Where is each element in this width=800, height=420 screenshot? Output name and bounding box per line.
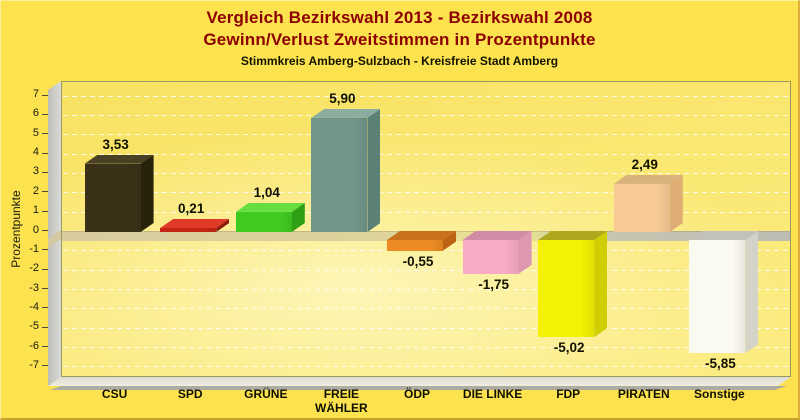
x-axis-label-PIRATEN: PIRATEN [617,387,670,401]
x-axis-label-FREIE WÄHLER: FREIE WÄHLER [315,387,368,415]
y-tick-mark [42,268,48,270]
y-tick-label: -5 [29,320,39,333]
bar-value-label: 5,90 [329,90,356,106]
y-tick-mark [42,307,48,309]
bar-value-label: -1,75 [478,276,509,292]
bar-DIE LINKE [462,240,519,274]
gridline [63,327,789,329]
y-tick-label: 5 [32,126,39,139]
y-tick-mark [42,94,48,96]
gridline [63,366,789,368]
y-tick-label: 3 [32,165,39,178]
chart-3d-floor-shadow [50,386,787,390]
y-tick-label: 6 [32,107,39,120]
x-axis-label-CSU: CSU [101,387,128,401]
y-tick-label: -2 [29,262,39,275]
chart-subtitle: Stimmkreis Amberg-Sulzbach - Kreisfreie … [240,54,559,68]
bar-value-label: -0,55 [402,253,434,269]
bar-side-face-PIRATEN [670,175,683,232]
y-tick-mark [42,365,48,367]
y-tick-label: -7 [29,358,39,371]
y-tick-mark [42,326,48,328]
bar-top-face-CSU [85,155,154,164]
bar-top-face-GRÜNE [236,203,305,212]
gridline [63,250,789,252]
y-tick-label: 1 [32,204,39,217]
y-tick-mark [42,288,48,290]
bar-GRÜNE [235,211,292,232]
y-tick-label: -6 [29,339,39,352]
y-tick-label: 2 [32,184,39,197]
y-tick-mark [42,133,48,135]
y-tick-label: -1 [29,242,39,255]
x-axis-label-ÖDP: ÖDP [403,387,430,401]
gridline [63,289,789,291]
bar-value-label: 3,53 [102,136,129,152]
gridline [63,192,789,194]
y-tick-mark [42,113,48,115]
gridline [63,347,789,349]
bar-value-label: 0,21 [178,200,205,216]
gridline [63,308,789,310]
chart-title-line2: Gewinn/Verlust Zweitstimmen in Prozentpu… [203,30,596,49]
bar-top-face-PIRATEN [614,175,683,184]
gridline [63,134,789,136]
bar-side-face-CSU [141,155,154,232]
bar-value-label: 2,49 [631,156,658,172]
y-tick-mark [42,191,48,193]
y-tick-label: 7 [32,88,39,101]
y-tick-mark [42,346,48,348]
y-tick-label: -3 [29,281,39,294]
gridline [63,114,789,116]
bar-ÖDP [387,240,443,251]
gridline [63,211,789,213]
gridline [63,172,789,174]
bar-FREIE WÄHLER [311,117,368,232]
x-axis-label-GRÜNE: GRÜNE [244,387,288,401]
y-tick-mark [42,171,48,173]
bar-top-face-DIE LINKE [463,231,532,240]
bar-Sonstige [689,240,746,354]
bar-top-face-FREIE WÄHLER [311,109,380,118]
y-tick-label: 0 [32,223,39,236]
bar-PIRATEN [613,183,670,232]
bar-side-face-FDP [594,231,607,337]
y-tick-mark [42,152,48,154]
bar-side-face-FREIE WÄHLER [367,109,380,232]
x-axis-label-SPD: SPD [177,387,203,401]
bar-value-label: -5,02 [553,340,585,356]
chart-3d-floor [48,377,791,386]
gridline [63,95,789,97]
bar-SPD [160,227,217,232]
x-axis-label-DIE LINKE: DIE LINKE [462,387,523,401]
chart-3d-left-wall [48,81,61,386]
plot-area: 3,53 0,21 1,04 5,90 -0,55 -1,75 -5,02 2,49 -5,85 [61,81,791,377]
y-tick-label: 4 [32,146,39,159]
gridline [63,269,789,271]
chart-title-line1: Vergleich Bezirkswahl 2013 - Bezirkswahl… [206,8,593,27]
bar-FDP [538,240,595,338]
bar-value-label: -5,85 [705,356,736,372]
x-axis-label-Sonstige: Sonstige [694,387,745,401]
y-tick-mark [42,230,48,231]
y-tick-label: -4 [29,300,39,313]
y-tick-mark [42,249,48,251]
bar-CSU [84,163,141,232]
y-tick-mark [42,210,48,212]
bar-side-face-Sonstige [745,231,758,353]
x-axis-label-FDP: FDP [556,387,581,401]
bar-top-face-FDP [538,231,607,240]
bar-top-face-Sonstige [689,231,758,240]
bar-top-face-ÖDP [387,231,456,240]
bar-top-face-SPD [160,219,229,228]
bar-value-label: 1,04 [253,184,280,200]
bar-side-face-DIE LINKE [519,231,532,274]
bar-side-face-GRÜNE [292,203,305,232]
gridline [63,153,789,155]
